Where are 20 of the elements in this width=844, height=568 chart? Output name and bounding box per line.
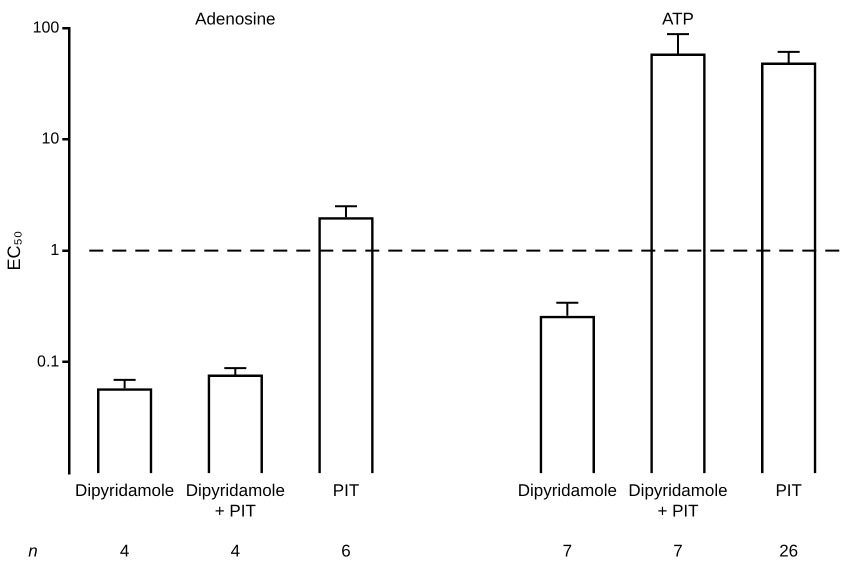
x-tick-label: Dipyridamole + PIT — [186, 481, 285, 520]
x-tick-label: PIT — [332, 481, 360, 500]
text: 7 — [562, 542, 572, 561]
x-tick-label: Dipyridamole — [75, 481, 174, 500]
y-axis-title: EC₅₀ — [4, 230, 24, 270]
y-tick-label: 1 — [50, 242, 60, 260]
x-tick-label: PIT — [775, 481, 802, 500]
text: n — [28, 542, 38, 561]
y-tick-label: 0.1 — [37, 353, 60, 370]
text: 26 — [779, 542, 798, 561]
annotation: ATP — [662, 10, 694, 29]
text: 4 — [230, 542, 240, 561]
x-tick-label: Dipyridamole + PIT — [628, 481, 728, 520]
text: 7 — [673, 542, 683, 561]
annotation: Adenosine — [195, 10, 276, 29]
y-tick-label: 10 — [42, 130, 60, 148]
y-tick-label: 100 — [32, 19, 60, 36]
x-tick-label: Dipyridamole — [518, 481, 617, 500]
text: 6 — [341, 542, 351, 561]
text: 4 — [120, 542, 130, 561]
